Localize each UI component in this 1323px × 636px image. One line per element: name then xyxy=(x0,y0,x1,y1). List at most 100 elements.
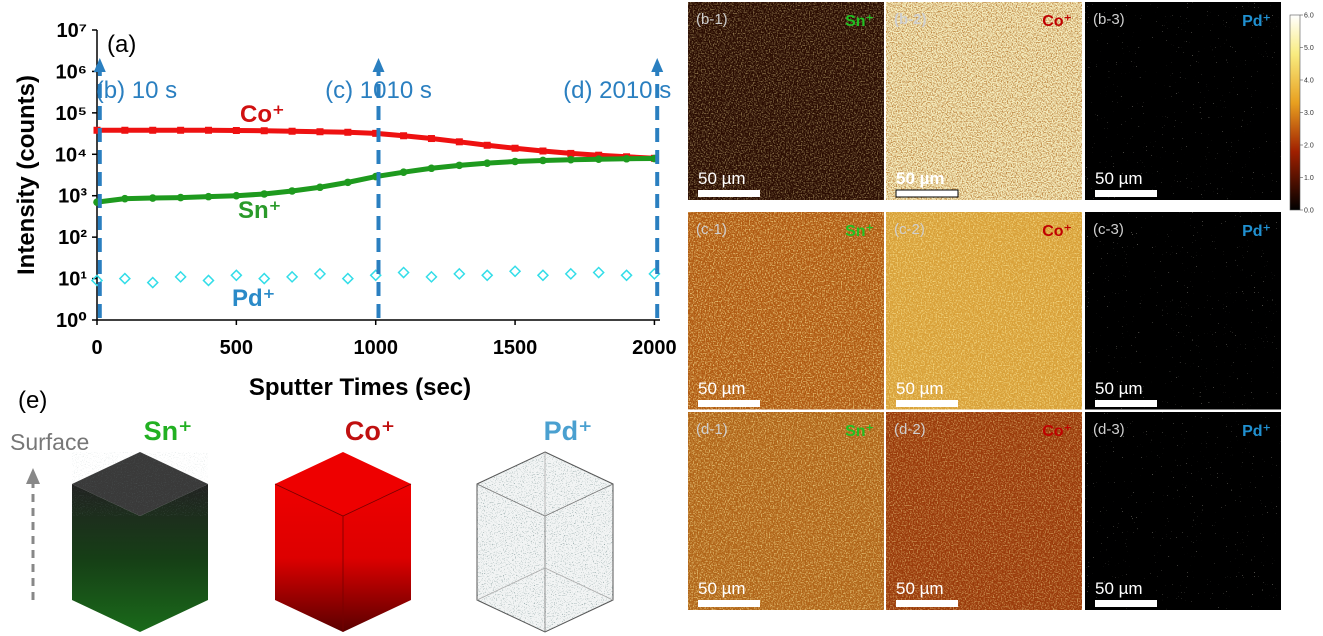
colorbar-tick-label: 5.0 xyxy=(1304,45,1314,52)
y-tick-label: 10⁴ xyxy=(55,144,87,166)
data-point xyxy=(261,127,268,134)
y-tick-label: 10² xyxy=(58,227,87,249)
data-point xyxy=(149,194,157,202)
series-label: Pd⁺ xyxy=(232,285,275,312)
data-point xyxy=(511,158,519,166)
scale-bar xyxy=(896,400,958,407)
scale-bar xyxy=(698,400,760,407)
data-point xyxy=(456,162,464,170)
data-point xyxy=(622,270,632,280)
map-label: (d-2) xyxy=(894,421,926,438)
x-tick-label: 1000 xyxy=(353,337,398,359)
map-label: (c-1) xyxy=(696,221,727,238)
map-ion: Sn⁺ xyxy=(845,13,874,30)
marker-label: (c) 1010 s xyxy=(325,77,432,104)
y-tick-label: 10³ xyxy=(58,186,87,208)
colorbar-tick-label: 4.0 xyxy=(1304,78,1314,85)
y-tick-label: 10⁰ xyxy=(56,310,87,332)
data-point xyxy=(428,135,435,142)
map-label: (d-1) xyxy=(696,421,728,438)
scale-bar-label: 50 µm xyxy=(1095,379,1143,398)
marker-arrowhead xyxy=(94,58,106,72)
data-point xyxy=(623,155,631,163)
data-point xyxy=(399,268,409,278)
data-point xyxy=(510,266,520,276)
figure: (a) Sputter Times (sec) Intensity (count… xyxy=(0,0,1323,636)
scale-bar xyxy=(1095,600,1157,607)
marker-label: (d) 2010 s xyxy=(563,77,671,104)
colorbar-tick-label: 0.0 xyxy=(1304,208,1314,215)
colorbar xyxy=(1290,15,1300,210)
map-label: (c-2) xyxy=(894,221,925,238)
data-point xyxy=(288,187,296,195)
data-point xyxy=(595,155,603,163)
scale-bar-label: 50 µm xyxy=(896,169,945,188)
surface-label: Surface xyxy=(10,429,89,455)
y-tick-label: 10⁶ xyxy=(56,61,87,83)
data-point xyxy=(428,164,436,172)
x-tick-label: 2000 xyxy=(632,337,677,359)
data-point xyxy=(289,128,296,135)
map-ion: Co⁺ xyxy=(1042,13,1072,30)
data-point xyxy=(538,270,548,280)
data-point xyxy=(121,195,129,203)
colorbar-tick-label: 1.0 xyxy=(1304,175,1314,182)
map-label: (d-3) xyxy=(1093,421,1125,438)
data-point xyxy=(482,270,492,280)
map-ion: Pd⁺ xyxy=(1242,13,1271,30)
data-point xyxy=(176,272,186,282)
panel-label: (a) xyxy=(107,31,136,58)
data-point xyxy=(566,269,576,279)
cube-label: Co⁺ xyxy=(345,416,395,446)
scale-bar-label: 50 µm xyxy=(698,169,746,188)
data-point xyxy=(315,269,325,279)
surface-arrowhead xyxy=(26,468,40,484)
data-point xyxy=(121,127,128,134)
map-ion: Pd⁺ xyxy=(1242,423,1271,440)
map-ion: Pd⁺ xyxy=(1242,223,1271,240)
x-axis-title: Sputter Times (sec) xyxy=(249,374,471,401)
data-point xyxy=(539,157,547,165)
data-point xyxy=(149,127,156,134)
data-point xyxy=(287,272,297,282)
data-point xyxy=(205,127,212,134)
colorbar-tick-label: 3.0 xyxy=(1304,110,1314,117)
y-tick-label: 10⁵ xyxy=(55,103,87,125)
data-point xyxy=(426,272,436,282)
data-point xyxy=(539,148,546,155)
page: { "chart_data": { "type": "scatter", "pa… xyxy=(0,0,1323,636)
data-point xyxy=(120,274,130,284)
scale-bar-label: 50 µm xyxy=(896,579,944,598)
cube-co xyxy=(275,452,411,632)
y-axis-title: Intensity (counts) xyxy=(13,75,40,275)
map-ion: Co⁺ xyxy=(1042,423,1072,440)
map-grid: (b-1)Sn⁺50 µm(b-2)Co⁺50 µm(b-3)Pd⁺50 µm(… xyxy=(688,2,1314,610)
data-point xyxy=(177,194,185,202)
data-point xyxy=(233,127,240,134)
data-point xyxy=(567,150,574,157)
map-label: (b-3) xyxy=(1093,11,1125,28)
data-point xyxy=(148,278,158,288)
map-ion: Sn⁺ xyxy=(845,423,874,440)
data-point xyxy=(231,270,241,280)
data-point xyxy=(316,183,324,191)
data-point xyxy=(454,269,464,279)
data-point xyxy=(259,274,269,284)
cubes: Sn⁺ Co⁺ Pd⁺ xyxy=(72,416,613,632)
marker-arrowhead xyxy=(651,58,663,72)
map-ion: Sn⁺ xyxy=(845,223,874,240)
scale-bar xyxy=(1095,190,1157,197)
cube-label: Sn⁺ xyxy=(144,416,193,446)
map-label: (b-2) xyxy=(894,11,927,28)
scale-bar xyxy=(698,600,760,607)
data-point xyxy=(594,268,604,278)
marker-label: (b) 10 s xyxy=(96,77,177,104)
data-point xyxy=(483,159,491,167)
x-tick-label: 500 xyxy=(220,337,253,359)
scale-bar-label: 50 µm xyxy=(698,379,746,398)
scale-bar-label: 50 µm xyxy=(1095,579,1143,598)
scale-bar xyxy=(896,190,958,197)
cube-pd xyxy=(477,452,613,632)
marker-arrowhead xyxy=(373,58,385,72)
